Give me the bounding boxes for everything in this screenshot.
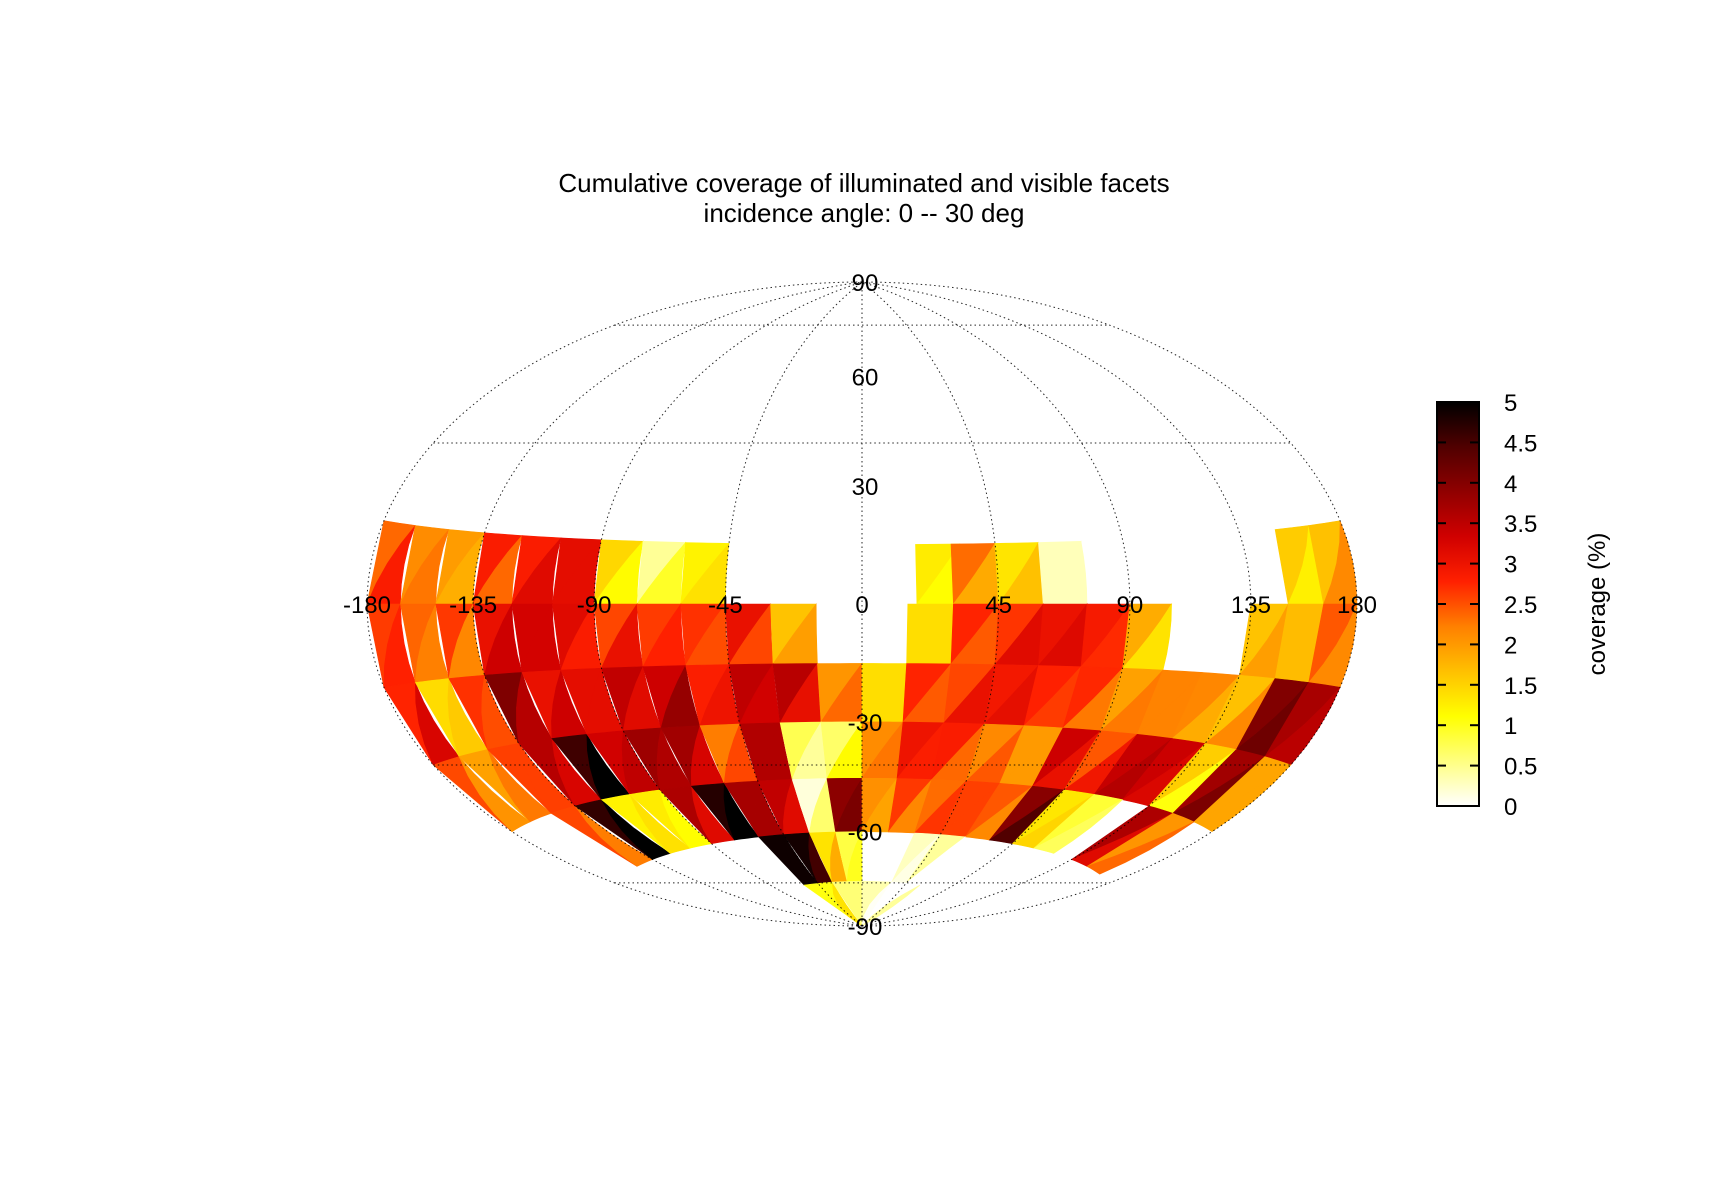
colorbar-tick-label: 1.5 — [1504, 673, 1537, 700]
coverage-cell — [691, 786, 736, 845]
meridian-line — [861, 281, 1358, 927]
lat-tick-label: -90 — [848, 914, 883, 941]
lon-tick-label: -135 — [449, 592, 497, 619]
lat-tick-label: 60 — [852, 364, 879, 391]
colorbar-tick-label: 2.5 — [1504, 592, 1537, 619]
lon-tick-label: 45 — [985, 592, 1012, 619]
meridian-line — [861, 281, 1252, 927]
lat-tick-label: 30 — [852, 474, 879, 501]
coverage-cell — [458, 756, 531, 833]
chart-subtitle: incidence angle: 0 -- 30 deg — [704, 198, 1025, 228]
coverage-cell — [487, 749, 552, 823]
colorbar-ticks: 0 0.5 1 1.5 2 2.5 3 3.5 4 4.5 5 — [1437, 390, 1537, 821]
coverage-cell — [1033, 799, 1123, 854]
colorbar-tick-label: 3.5 — [1504, 511, 1537, 538]
colorbar-tick-label: 2 — [1504, 632, 1517, 659]
coverage-cell — [601, 799, 671, 860]
coverage-cell — [1086, 821, 1195, 875]
coverage-cells — [366, 520, 1358, 928]
colorbar-tick-label: 0 — [1504, 794, 1517, 821]
lon-tick-label: 90 — [1117, 592, 1144, 619]
colorbar-tick-label: 1 — [1504, 713, 1517, 740]
colorbar-tick-label: 0.5 — [1504, 754, 1537, 781]
chart-title: Cumulative coverage of illuminated and v… — [558, 168, 1169, 198]
lon-tick-label: 0 — [855, 592, 868, 619]
coverage-cell — [723, 782, 760, 841]
coverage-cell — [1193, 764, 1291, 833]
colorbar-tick-label: 3 — [1504, 552, 1517, 579]
meridian-line — [472, 281, 863, 927]
lon-tick-label: -180 — [343, 592, 391, 619]
colorbar-label: coverage (%) — [1584, 533, 1611, 676]
axis-tick-labels: -180 -135 -90 -45 0 45 90 135 180 90 60 30 -30 -60 -90 — [343, 270, 1377, 941]
colorbar-tick-label: 4 — [1504, 471, 1517, 498]
lon-tick-label: 135 — [1231, 592, 1271, 619]
lon-tick-label: 180 — [1337, 592, 1377, 619]
graticule — [366, 281, 1358, 927]
lat-tick-label: 90 — [852, 270, 879, 297]
lon-tick-label: -90 — [577, 592, 612, 619]
lon-tick-label: -45 — [708, 592, 743, 619]
lat-tick-label: -60 — [848, 820, 883, 847]
coverage-cell — [629, 794, 691, 854]
coverage-cell — [659, 789, 713, 849]
colorbar-tick-label: 4.5 — [1504, 430, 1537, 457]
colorbar-tick-label: 5 — [1504, 390, 1517, 417]
lat-tick-label: -30 — [848, 710, 883, 737]
colorbar: 0 0.5 1 1.5 2 2.5 3 3.5 4 4.5 5 coverage (%) — [1436, 390, 1611, 821]
